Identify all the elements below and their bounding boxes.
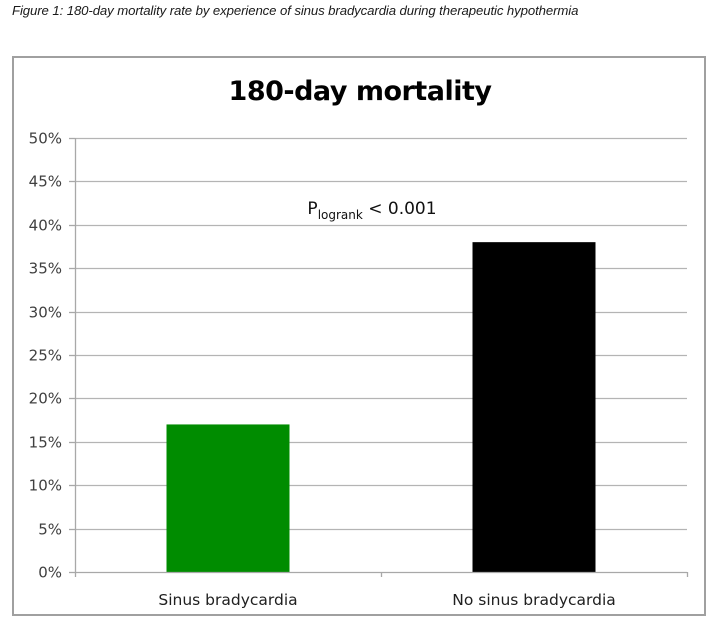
bar-no-sinus-bradycardia [472, 242, 596, 572]
bar-sinus-bradycardia [166, 424, 290, 572]
y-tick-label: 25% [29, 347, 62, 365]
y-axis-ticks: 0% 5% 10% 15% 20% 25% 30% 35% 40% 45% 50% [29, 130, 75, 582]
annotation-subscript: logrank [318, 208, 363, 222]
annotation-p: P [307, 199, 317, 219]
chart-title: 180-day mortality [228, 76, 492, 107]
y-tick-label: 0% [38, 564, 62, 582]
y-tick-label: 40% [29, 217, 62, 235]
y-tick-label: 45% [29, 173, 62, 191]
annotation-rest: < 0.001 [363, 199, 437, 219]
p-value-annotation: Plogrank < 0.001 [307, 199, 436, 222]
y-tick-label: 35% [29, 260, 62, 278]
x-tick-label: Sinus bradycardia [158, 591, 297, 609]
figure-caption: Figure 1: 180-day mortality rate by expe… [12, 3, 579, 18]
y-tick-label: 20% [29, 390, 62, 408]
x-axis-ticks: Sinus bradycardia No sinus bradycardia [158, 572, 689, 609]
y-tick-label: 10% [29, 477, 62, 495]
y-tick-label: 50% [29, 130, 62, 148]
y-tick-label: 15% [29, 434, 62, 452]
bars [166, 242, 596, 572]
y-tick-label: 30% [29, 304, 62, 322]
x-tick-label: No sinus bradycardia [452, 591, 616, 609]
y-tick-label: 5% [38, 521, 62, 539]
